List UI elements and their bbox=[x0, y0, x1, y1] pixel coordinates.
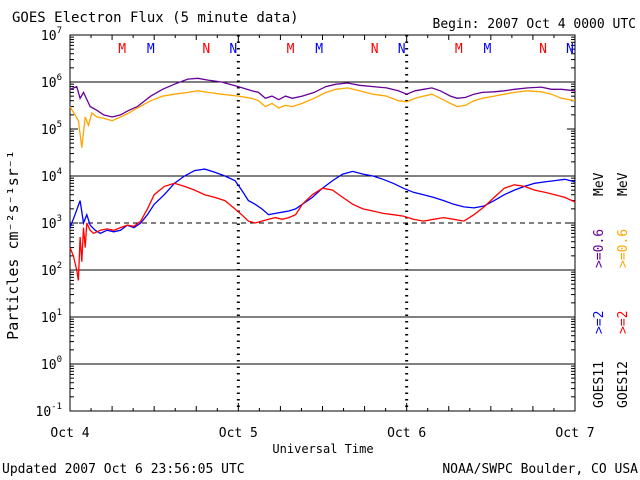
y-tick-label: 103 bbox=[41, 214, 62, 232]
legend-goes11-unit: MeV bbox=[592, 172, 607, 196]
top-marker: M bbox=[315, 42, 323, 57]
chart-title: GOES Electron Flux (5 minute data) bbox=[12, 10, 299, 26]
credit-line: NOAA/SWPC Boulder, CO USA bbox=[442, 462, 638, 477]
top-marker: N bbox=[539, 42, 547, 57]
series-line-goes11-0-6-mev bbox=[69, 77, 576, 118]
legend-goes12-ge2: >=2 bbox=[616, 311, 631, 334]
y-tick-label: 106 bbox=[41, 73, 62, 91]
legend: GOES11 >=2 >=0.6 MeV GOES12 >=2 >=0.6 Me… bbox=[592, 172, 631, 408]
series-line-goes12-2-mev bbox=[69, 182, 576, 281]
series-line-goes12-0-6-mev bbox=[69, 87, 576, 148]
legend-goes11-ge2: >=2 bbox=[592, 311, 607, 334]
x-tick-label: Oct 5 bbox=[219, 426, 258, 441]
x-axis-label: Universal Time bbox=[272, 442, 373, 456]
y-tick-label: 10-1 bbox=[36, 402, 63, 420]
y-tick-label: 101 bbox=[41, 308, 62, 326]
legend-goes12-ge06: >=0.6 bbox=[616, 229, 631, 268]
y-tick-label: 104 bbox=[41, 167, 62, 185]
y-tick-label: 100 bbox=[41, 355, 62, 373]
top-marker: N bbox=[371, 42, 379, 57]
top-marker: N bbox=[566, 42, 574, 57]
series-line-goes11-2-mev bbox=[69, 168, 576, 235]
x-tick-labels: Oct 4 Oct 5 Oct 6 Oct 7 bbox=[50, 426, 594, 441]
updated-timestamp: Updated 2007 Oct 6 23:56:05 UTC bbox=[2, 462, 245, 477]
y-tick-labels: 107 106 105 104 103 102 101 100 10-1 bbox=[36, 26, 63, 420]
legend-goes12-unit: MeV bbox=[616, 172, 631, 196]
legend-goes11-label: GOES11 bbox=[592, 361, 607, 408]
series-layer bbox=[69, 77, 576, 281]
top-marker: M bbox=[118, 42, 126, 57]
top-marker: N bbox=[202, 42, 210, 57]
top-marker: M bbox=[147, 42, 155, 57]
x-tick-label: Oct 6 bbox=[387, 426, 426, 441]
begin-time: Begin: 2007 Oct 4 0000 UTC bbox=[433, 17, 637, 32]
legend-goes12-label: GOES12 bbox=[616, 361, 631, 408]
x-tick-label: Oct 7 bbox=[555, 426, 594, 441]
top-marker: N bbox=[229, 42, 237, 57]
grid-layer bbox=[69, 35, 576, 412]
y-tick-label: 105 bbox=[41, 120, 62, 138]
top-marker: N bbox=[398, 42, 406, 57]
y-axis-label: Particles cm⁻²s⁻¹sr⁻¹ bbox=[4, 150, 22, 340]
top-marker: M bbox=[455, 42, 463, 57]
y-tick-label: 102 bbox=[41, 261, 62, 279]
y-tick-label: 107 bbox=[41, 26, 62, 44]
x-tick-label: Oct 4 bbox=[50, 426, 89, 441]
legend-goes11-ge06: >=0.6 bbox=[592, 229, 607, 268]
top-marker: M bbox=[484, 42, 492, 57]
top-marker: M bbox=[287, 42, 295, 57]
